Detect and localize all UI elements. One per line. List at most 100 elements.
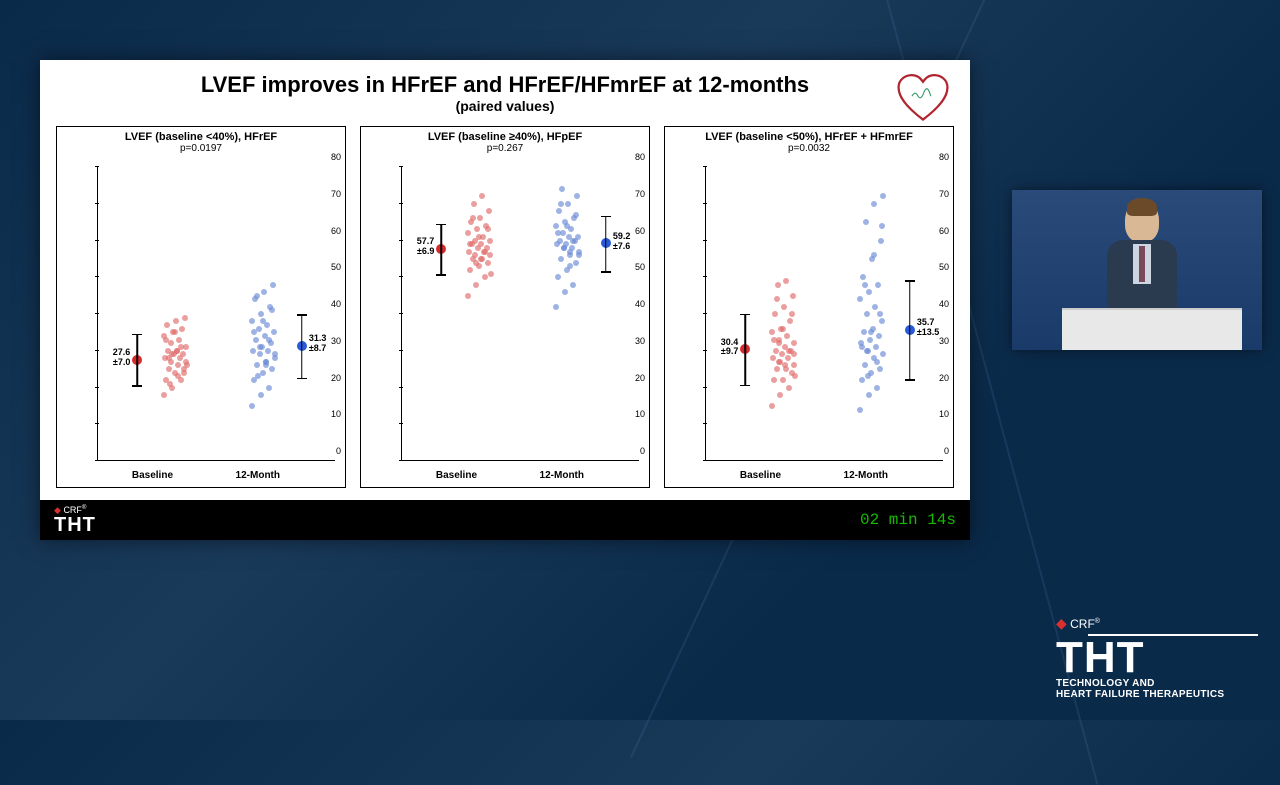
scatter-point: [473, 282, 479, 288]
corner-tag1: TECHNOLOGY AND: [1056, 678, 1258, 689]
scatter-point: [872, 304, 878, 310]
heart-icon: [895, 74, 951, 124]
scatter-point: [570, 238, 576, 244]
scatter-point: [251, 329, 257, 335]
scatter-point: [261, 289, 267, 295]
panel-pvalue: p=0.0032: [665, 143, 953, 154]
scatter-point: [559, 186, 565, 192]
slide-subtitle: (paired values): [456, 98, 555, 114]
scatter-point: [873, 344, 879, 350]
scatter-point: [862, 362, 868, 368]
panel-title: LVEF (baseline ≥40%), HFpEF: [361, 127, 649, 143]
scatter-point: [868, 329, 874, 335]
scatter-point: [482, 249, 488, 255]
slide-title: LVEF improves in HFrEF and HFrEF/HFmrEF …: [201, 72, 809, 97]
scatter-point: [877, 311, 883, 317]
scatter-point: [576, 252, 582, 258]
x-label-baseline: Baseline: [740, 470, 781, 481]
mean-annotation: 27.6±7.0: [113, 348, 131, 368]
y-tick-label: 80: [939, 152, 949, 162]
scatter-point: [467, 267, 473, 273]
scatter-point: [570, 282, 576, 288]
scatter-point: [790, 293, 796, 299]
scatter-point: [166, 355, 172, 361]
scatter-point: [782, 362, 788, 368]
x-label-12month: 12-Month: [540, 470, 584, 481]
scatter-point: [861, 329, 867, 335]
scatter-point: [567, 263, 573, 269]
footer-brand: ◆ CRF® THT: [54, 505, 96, 535]
scatter-point: [784, 333, 790, 339]
scatter-point: [477, 215, 483, 221]
scatter-point: [174, 348, 180, 354]
panel-pvalue: p=0.0197: [57, 143, 345, 154]
error-bar: [301, 314, 303, 378]
scatter-point: [791, 362, 797, 368]
scatter-point: [179, 326, 185, 332]
scatter-point: [781, 304, 787, 310]
scatter-point: [557, 238, 563, 244]
plot-area: 57.7±6.959.2±7.6: [401, 167, 639, 461]
scatter-point: [564, 223, 570, 229]
scatter-point: [470, 215, 476, 221]
scatter-point: [250, 348, 256, 354]
scatter-point: [465, 293, 471, 299]
scatter-point: [271, 329, 277, 335]
scatter-point: [775, 282, 781, 288]
scatter-point: [776, 340, 782, 346]
chart-panel: LVEF (baseline <50%), HFrEF + HFmrEFp=0.…: [664, 126, 954, 488]
chart-panels-row: LVEF (baseline <40%), HFrEFp=0.019701020…: [40, 118, 970, 498]
scatter-point: [866, 289, 872, 295]
x-label-12month: 12-Month: [236, 470, 280, 481]
corner-tag2: HEART FAILURE THERAPEUTICS: [1056, 689, 1258, 700]
scatter-point: [478, 256, 484, 262]
error-bar: [909, 280, 911, 379]
scatter-point: [260, 370, 266, 376]
scatter-point: [565, 201, 571, 207]
scatter-point: [866, 392, 872, 398]
scatter-point: [263, 362, 269, 368]
speaker-figure: [1107, 200, 1177, 310]
scatter-point: [260, 318, 266, 324]
scatter-point: [269, 307, 275, 313]
scatter-point: [863, 219, 869, 225]
scatter-point: [880, 351, 886, 357]
scatter-point: [774, 296, 780, 302]
scatter-point: [476, 234, 482, 240]
scatter-point: [780, 326, 786, 332]
scatter-point: [864, 311, 870, 317]
scatter-point: [258, 392, 264, 398]
y-tick-label: 0: [640, 446, 645, 456]
corner-tht: THT: [1056, 638, 1258, 678]
error-bar: [137, 334, 139, 385]
mean-annotation: 31.3±8.7: [309, 334, 327, 354]
scatter-point: [249, 318, 255, 324]
scatter-point: [467, 241, 473, 247]
scatter-point: [172, 329, 178, 335]
y-tick-label: 0: [944, 446, 949, 456]
scatter-point: [878, 238, 884, 244]
scatter-point: [486, 208, 492, 214]
scatter-point: [163, 337, 169, 343]
scatter-point: [879, 223, 885, 229]
scatter-point: [184, 362, 190, 368]
scatter-point: [779, 351, 785, 357]
mean-annotation: 30.4±9.7: [721, 338, 739, 358]
scatter-point: [573, 212, 579, 218]
scatter-point: [269, 366, 275, 372]
scatter-point: [487, 252, 493, 258]
scatter-point: [254, 293, 260, 299]
scatter-point: [789, 311, 795, 317]
x-label-baseline: Baseline: [132, 470, 173, 481]
y-tick-label: 0: [336, 446, 341, 456]
scatter-point: [857, 296, 863, 302]
slide-title-block: LVEF improves in HFrEF and HFrEF/HFmrEF …: [40, 60, 970, 118]
scatter-point: [555, 274, 561, 280]
scatter-point: [558, 201, 564, 207]
plot-area: 27.6±7.0 31.3±8.7: [97, 167, 335, 461]
scatter-point: [574, 193, 580, 199]
scatter-point: [181, 370, 187, 376]
scatter-point: [875, 282, 881, 288]
scatter-point: [774, 366, 780, 372]
scatter-point: [465, 230, 471, 236]
